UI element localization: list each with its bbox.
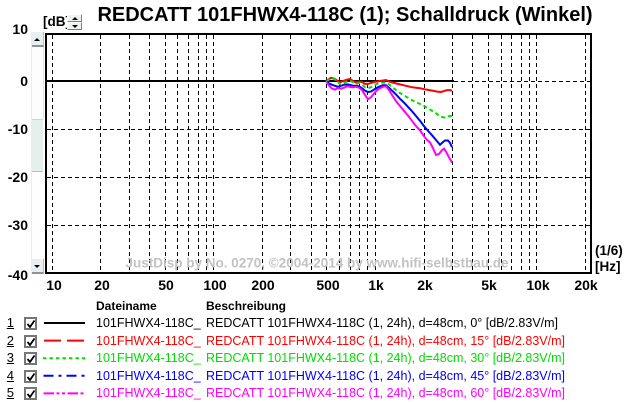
svg-text:JustDisp by No. 0270, ©2004-20: JustDisp by No. 0270, ©2004-2014 by www.… bbox=[125, 256, 509, 271]
